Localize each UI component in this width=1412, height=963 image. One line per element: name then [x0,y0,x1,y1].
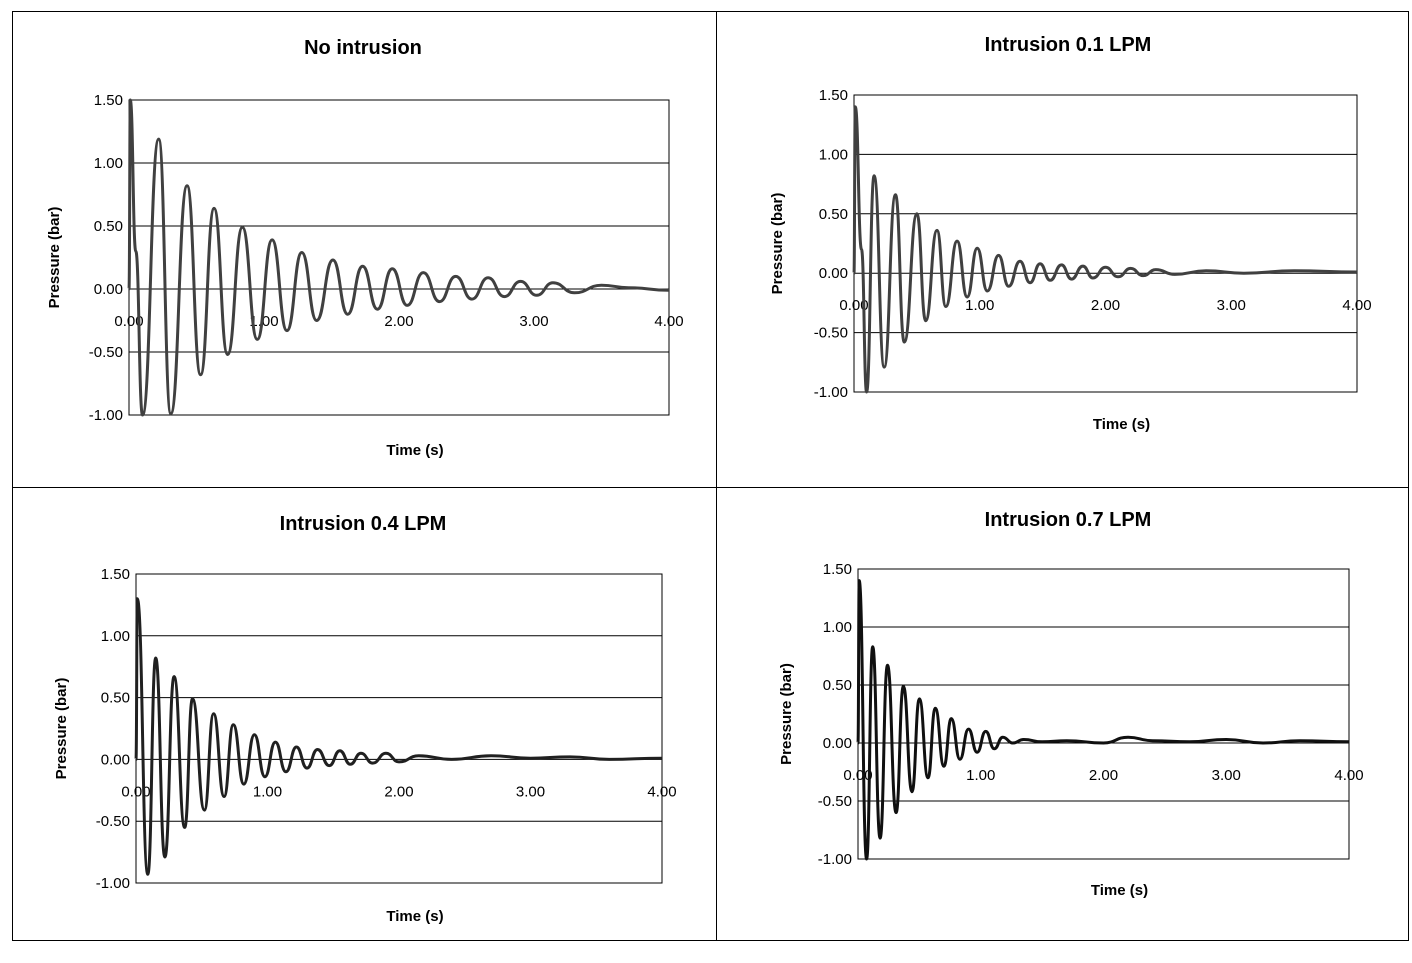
x-tick-label: 3.00 [519,313,548,330]
pressure-series-line [856,579,1350,861]
chart-title: Intrusion 0.1 LPM [985,34,1152,56]
y-tick-label: 1.00 [823,619,852,636]
y-tick-label: 1.50 [819,87,848,104]
pressure-series-line [127,98,670,417]
x-tick-label: 4.00 [1334,767,1363,784]
x-tick-label: 4.00 [1342,297,1371,314]
y-tick-label: 1.50 [823,561,852,578]
x-tick-label: 1.00 [966,767,995,784]
chart-title: No intrusion [304,37,422,59]
y-tick-label: 0.50 [823,677,852,694]
x-axis-label: Time (s) [386,908,443,925]
plot-area [853,94,1358,393]
x-tick-label: 4.00 [654,313,683,330]
x-tick-label: 2.00 [1091,297,1120,314]
x-tick-label: 4.00 [647,783,676,800]
chart-svg: 1.50 1.00 0.50 0.00 -0.50 -1.00 0.00 1.00 2.00 3.… [53,513,677,925]
y-tick-label: -0.50 [89,344,123,361]
x-tick-label: 2.00 [384,313,413,330]
x-tick-label: 1.00 [965,297,994,314]
x-tick-label: 0.00 [114,313,143,330]
chart-panel-intrusion-0.4-lpm: 1.50 1.00 0.50 0.00 -0.50 -1.00 0.00 1.00 2.00 3.… [13,488,717,963]
chart-panel-intrusion-0.1-lpm: 1.50 1.00 0.50 0.00 -0.50 -1.00 0.00 1.00 2.00 3.… [717,12,1412,487]
y-tick-label: -1.00 [814,384,848,401]
y-tick-label: 1.00 [101,628,130,645]
chart-panel-no-intrusion: 1.50 1.00 0.50 0.00 -0.50 -1.00 0.00 1.00 2.00 3.… [13,12,717,487]
x-tick-label: 0.00 [121,783,150,800]
chart-svg: 1.50 1.00 0.50 0.00 -0.50 -1.00 0.00 1.00 2.00 3.… [778,509,1364,899]
y-tick-label: 1.50 [101,566,130,583]
x-tick-label: 3.00 [516,783,545,800]
y-tick-label: 0.50 [101,690,130,707]
chart-svg: 1.50 1.00 0.50 0.00 -0.50 -1.00 0.00 1.00 2.00 3.… [46,37,684,459]
y-axis-label: Pressure (bar) [53,678,70,780]
x-tick-label: 2.00 [384,783,413,800]
y-tick-label: 0.50 [819,206,848,223]
pressure-series-line [852,105,1358,394]
y-tick-label: -0.50 [96,813,130,830]
y-tick-label: 0.00 [823,735,852,752]
chart-svg: 1.50 1.00 0.50 0.00 -0.50 -1.00 0.00 1.00 2.00 3.… [769,34,1372,433]
y-tick-label: 1.50 [94,92,123,109]
y-axis-label: Pressure (bar) [778,663,795,765]
x-tick-label: 1.00 [249,313,278,330]
y-tick-label: 1.00 [819,146,848,163]
chart-title: Intrusion 0.7 LPM [985,509,1152,531]
y-axis-label: Pressure (bar) [769,193,786,295]
y-tick-label: -1.00 [818,851,852,868]
x-axis-label: Time (s) [1091,882,1148,899]
y-tick-label: -0.50 [818,793,852,810]
x-tick-label: 3.00 [1212,767,1241,784]
y-axis-label: Pressure (bar) [46,207,63,309]
horizontal-divider [12,487,1409,488]
pressure-series-line [134,597,663,876]
figure-frame [12,11,1409,941]
vertical-divider [716,11,717,941]
y-tick-label: -1.00 [96,875,130,892]
x-tick-label: 1.00 [253,783,282,800]
y-tick-label: 1.00 [94,155,123,172]
plot-area [857,568,1350,860]
x-tick-label: 2.00 [1089,767,1118,784]
y-tick-label: -1.00 [89,407,123,424]
chart-title: Intrusion 0.4 LPM [280,513,447,535]
chart-panel-intrusion-0.7-lpm: 1.50 1.00 0.50 0.00 -0.50 -1.00 0.00 1.00 2.00 3.… [717,488,1412,963]
plot-area [135,573,663,884]
y-tick-label: 0.00 [94,281,123,298]
x-tick-label: 3.00 [1217,297,1246,314]
x-tick-label: 0.00 [839,297,868,314]
x-axis-label: Time (s) [1093,416,1150,433]
x-axis-label: Time (s) [386,442,443,459]
y-tick-label: -0.50 [814,325,848,342]
y-tick-label: 0.50 [94,218,123,235]
y-tick-label: 0.00 [819,265,848,282]
x-tick-label: 0.00 [843,767,872,784]
y-tick-label: 0.00 [101,751,130,768]
